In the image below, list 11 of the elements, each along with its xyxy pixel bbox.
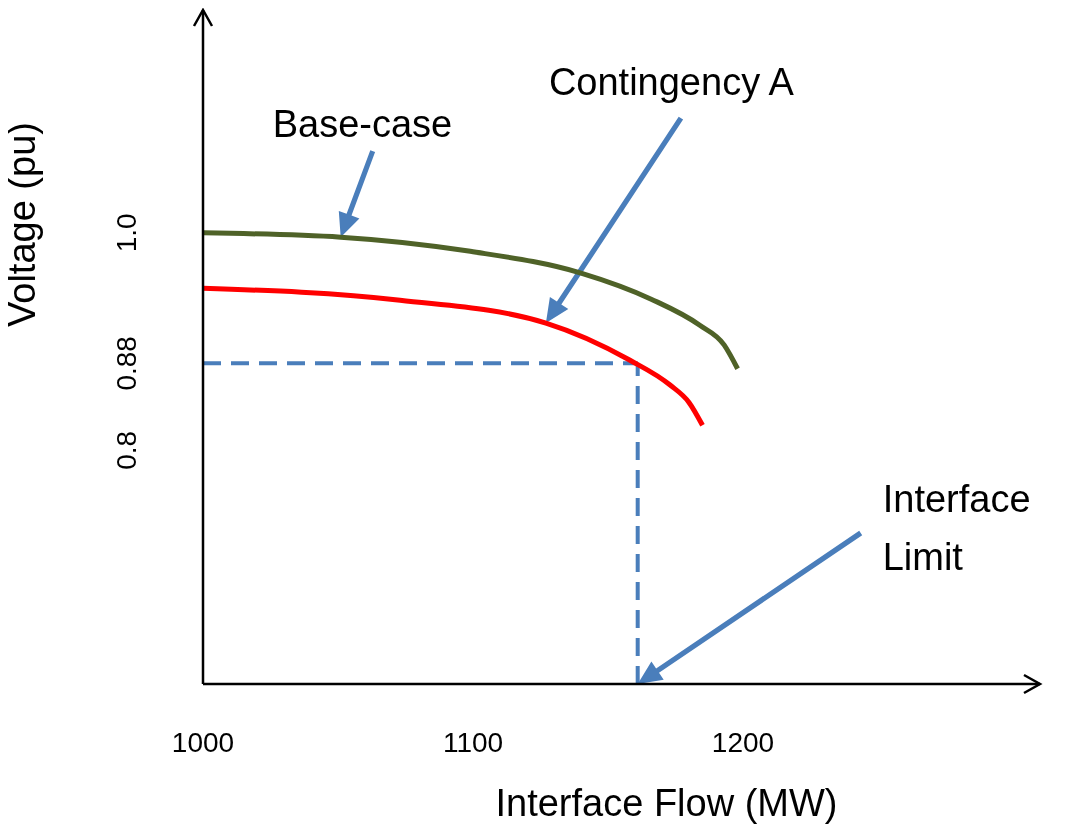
- y-tick-label: 1.0: [111, 213, 143, 253]
- x-axis-title: Interface Flow (MW): [495, 782, 838, 824]
- x-tick-label: 1100: [442, 726, 504, 758]
- y-tick-label: 0.88: [111, 336, 143, 391]
- y-tick-label: 0.8: [111, 430, 143, 470]
- x-tick-label: 1000: [171, 726, 235, 758]
- x-tick-label: 1200: [711, 726, 775, 758]
- annotation: Interface Limit: [882, 478, 1031, 578]
- y-axis-title: Voltage (pu): [1, 122, 44, 327]
- annotation: Base-case: [272, 103, 453, 146]
- annotation: Contingency A: [548, 61, 795, 104]
